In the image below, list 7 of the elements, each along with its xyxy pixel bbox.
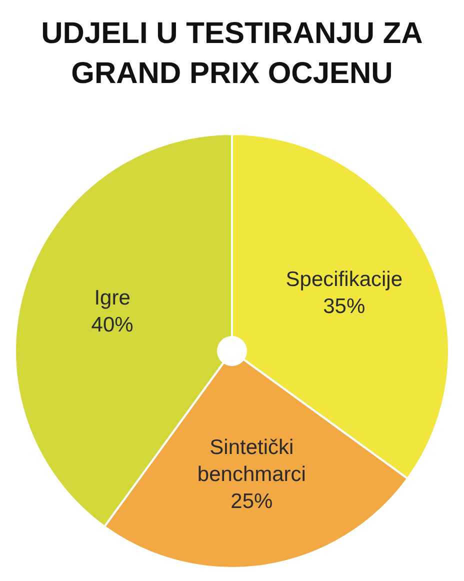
data-label: 35% [323,295,366,318]
data-label: 40% [91,313,134,336]
slice-label: Specifikacije [286,268,403,292]
slice-label: Sintetički benchmarci [197,436,306,486]
chart-title: UDJELI U TESTIRANJU ZA GRAND PRIX OCJENU [40,16,424,92]
slice-label: Igre [94,286,130,310]
data-label: 25% [230,490,273,514]
